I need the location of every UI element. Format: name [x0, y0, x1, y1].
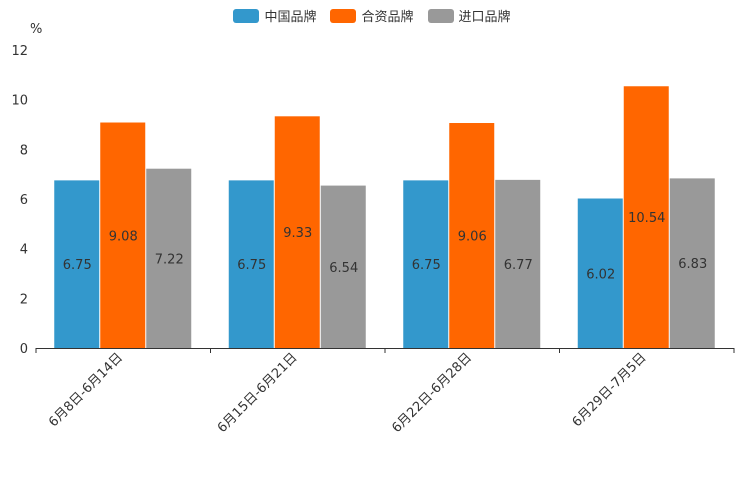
legend-swatch-china-brand	[233, 8, 260, 23]
bar-series0-cat1[interactable]	[228, 180, 274, 348]
y-tick-label-5: 10	[11, 94, 28, 109]
y-tick-label-4: 8	[20, 143, 28, 158]
bar-series1-cat0[interactable]	[100, 122, 146, 348]
bars-group: 6.75 9.08 7.22 6.75 9.33 6.54 6.75 9.06 6.77 6.02…	[54, 86, 715, 349]
legend-swatch-joint-venture-brand	[330, 8, 357, 23]
legend-swatch-imported-brand	[427, 8, 454, 23]
y-tick-label-6: 12	[11, 44, 28, 59]
legend-item-china-brand[interactable]: 中国品牌	[233, 6, 316, 25]
bar-series0-cat3[interactable]	[577, 198, 623, 348]
legend-item-imported-brand[interactable]: 进口品牌	[427, 6, 511, 25]
bar-value-label-series0-cat1: 6.75	[237, 258, 266, 273]
legend-item-joint-venture-brand[interactable]: 合资品牌	[330, 6, 414, 25]
bar-series2-cat1[interactable]	[320, 185, 366, 348]
legend-label-imported-brand: 进口品牌	[458, 10, 511, 25]
chart-legend: 中国品牌 合资品牌 进口品牌	[0, 6, 744, 25]
y-axis-unit-label: %	[30, 22, 42, 37]
bar-value-label-series1-cat3: 10.54	[628, 211, 665, 226]
legend-label-joint-venture-brand: 合资品牌	[361, 10, 414, 25]
x-tick-label-1: 6月15日-6月21日	[215, 350, 301, 436]
bar-series2-cat2[interactable]	[495, 179, 541, 348]
bar-value-label-series2-cat3: 6.83	[678, 257, 707, 272]
y-tick-label-1: 2	[20, 292, 28, 307]
bar-value-label-series0-cat3: 6.02	[586, 267, 615, 282]
bar-value-label-series2-cat1: 6.54	[329, 261, 358, 276]
y-tick-label-2: 4	[20, 243, 28, 258]
bar-series0-cat2[interactable]	[403, 180, 449, 348]
bar-value-label-series0-cat0: 6.75	[63, 258, 92, 273]
y-tick-label-3: 6	[20, 193, 28, 208]
bar-series1-cat1[interactable]	[274, 116, 320, 349]
y-tick-label-0: 0	[20, 342, 28, 357]
x-tick-label-3: 6月29日-7月5日	[570, 350, 650, 430]
bar-series1-cat3[interactable]	[623, 86, 669, 349]
x-axis: 6月8日-6月14日 6月15日-6月21日 6月22日-6月28日 6月29日-7月…	[35, 348, 735, 436]
y-axis: 0 2 4 6 8 10 12	[11, 44, 28, 357]
x-tick-label-2: 6月22日-6月28日	[389, 350, 475, 436]
legend-label-china-brand: 中国品牌	[264, 10, 317, 25]
bar-series1-cat2[interactable]	[449, 123, 495, 348]
bar-value-label-series1-cat1: 9.33	[283, 226, 312, 241]
bar-value-label-series1-cat0: 9.08	[109, 229, 138, 244]
bar-value-label-series0-cat2: 6.75	[412, 258, 441, 273]
bar-value-label-series2-cat2: 6.77	[504, 258, 533, 273]
bar-value-label-series1-cat2: 9.06	[458, 230, 487, 245]
bar-series2-cat0[interactable]	[146, 168, 192, 348]
bar-value-label-series2-cat0: 7.22	[155, 252, 184, 267]
bar-series0-cat0[interactable]	[54, 180, 100, 348]
x-tick-label-0: 6月8日-6月14日	[46, 350, 126, 430]
bar-series2-cat3[interactable]	[669, 178, 715, 348]
